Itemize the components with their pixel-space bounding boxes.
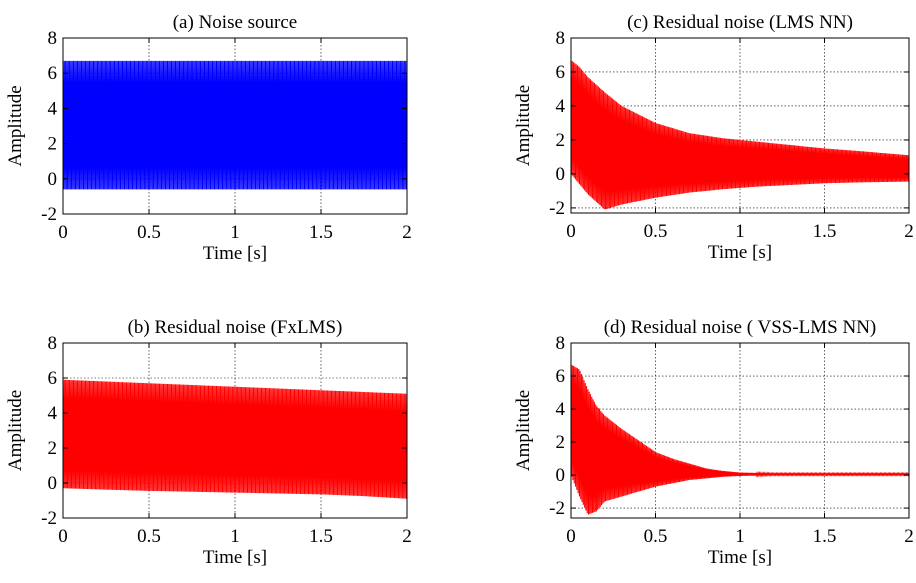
y-tick-label: 6 (48, 368, 58, 389)
x-tick-label: 1.5 (813, 526, 837, 547)
x-tick-label: 1 (735, 221, 745, 242)
y-tick-label: -2 (549, 498, 565, 519)
x-tick-label: 0 (566, 221, 576, 242)
y-axis-label: Amplitude (5, 390, 26, 471)
x-tick-label: 0 (58, 526, 68, 547)
y-tick-label: 6 (48, 63, 58, 84)
x-tick-label: 0.5 (644, 221, 668, 242)
subplot-a: (a) Noise source Time [s] Amplitude 0 0.5… (5, 12, 412, 264)
y-tick-label: 8 (48, 333, 58, 354)
y-tick-label: 0 (48, 473, 58, 494)
x-tick-label: 0.5 (644, 526, 668, 547)
x-tick-label: 2 (904, 221, 914, 242)
y-tick-label: 6 (556, 366, 566, 387)
signal-line (62, 60, 408, 190)
y-axis-label: Amplitude (513, 390, 534, 471)
y-tick-label: 2 (556, 432, 566, 453)
x-axis-label: Time [s] (708, 242, 772, 263)
y-tick-label: 4 (556, 96, 566, 117)
y-tick-label: 2 (48, 438, 58, 459)
subplot-c: (c) Residual noise (LMS NN) Time [s] Amp… (513, 12, 914, 263)
y-tick-label: 4 (556, 399, 566, 420)
y-tick-label: 8 (48, 28, 58, 49)
y-tick-label: 0 (48, 169, 58, 190)
subplot-title: (b) Residual noise (FxLMS) (128, 317, 343, 338)
y-tick-label: 6 (556, 62, 566, 83)
y-axis-label: Amplitude (5, 85, 26, 166)
y-tick-label: 0 (556, 465, 566, 486)
x-axis-label: Time [s] (708, 547, 772, 568)
subplot-b: (b) Residual noise (FxLMS) Time [s] Ampl… (5, 317, 412, 568)
y-tick-label: 8 (556, 28, 566, 49)
y-tick-label: 2 (556, 130, 566, 151)
subplot-d: (d) Residual noise ( VSS-LMS NN) Time [s… (513, 317, 914, 568)
signal-line (570, 364, 910, 515)
x-tick-label: 1.5 (309, 222, 333, 243)
x-tick-label: 1.5 (813, 221, 837, 242)
y-tick-label: 0 (556, 164, 566, 185)
x-tick-label: 2 (904, 526, 914, 547)
y-tick-label: -2 (41, 204, 57, 225)
y-axis-label: Amplitude (513, 85, 534, 166)
x-tick-label: 2 (402, 526, 412, 547)
subplot-title: (d) Residual noise ( VSS-LMS NN) (604, 317, 877, 338)
x-tick-label: 1 (230, 526, 240, 547)
x-tick-label: 2 (402, 222, 412, 243)
x-tick-label: 0.5 (137, 526, 161, 547)
y-tick-label: -2 (41, 508, 57, 529)
x-tick-label: 1 (735, 526, 745, 547)
x-axis-label: Time [s] (203, 547, 267, 568)
y-tick-label: 2 (48, 134, 58, 155)
signal-line (62, 379, 408, 499)
x-axis-label: Time [s] (203, 243, 267, 264)
y-tick-label: -2 (549, 198, 565, 219)
x-tick-label: 1 (230, 222, 240, 243)
y-tick-label: 4 (48, 98, 58, 119)
subplot-title: (a) Noise source (173, 12, 298, 33)
x-tick-label: 0.5 (137, 222, 161, 243)
y-tick-label: 4 (48, 403, 58, 424)
y-tick-label: 8 (556, 333, 566, 354)
x-tick-label: 0 (566, 526, 576, 547)
signal-line (570, 60, 910, 210)
x-tick-label: 0 (58, 222, 68, 243)
subplot-title: (c) Residual noise (LMS NN) (627, 12, 853, 33)
x-tick-label: 1.5 (309, 526, 333, 547)
